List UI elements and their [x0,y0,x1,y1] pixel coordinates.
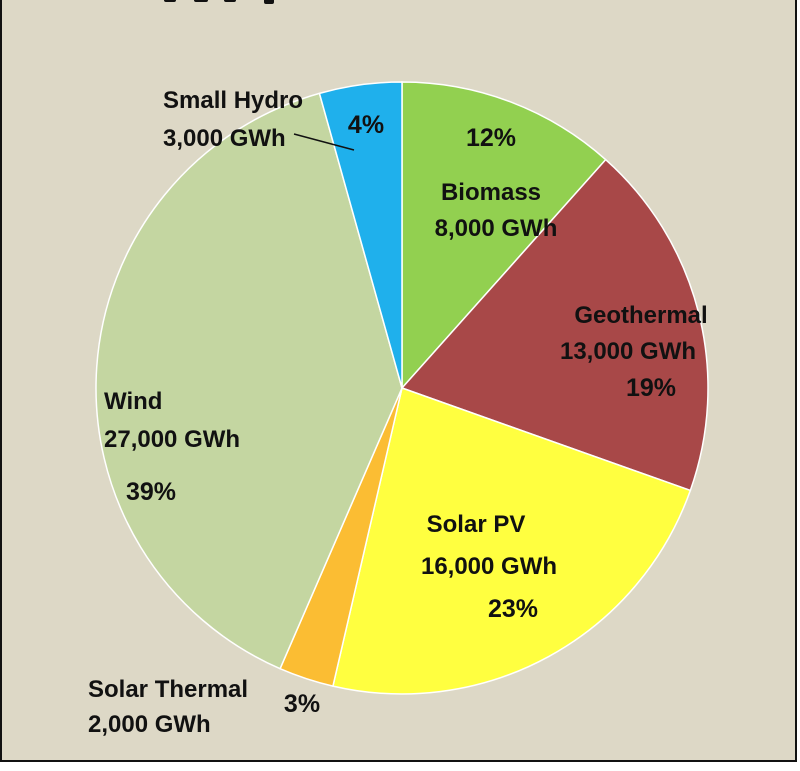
pie-slice-small-hydro [318,81,403,389]
pie-slice-wind [95,92,403,670]
small-hydro-leader-line [293,133,355,151]
slice-label-geothermal-name: Geothermal [574,302,707,329]
slice-label-geothermal-percent: 19% [626,374,676,402]
slice-label-solar-thermal-name: Solar Thermal [88,676,248,703]
slice-label-small-hydro-percent: 4% [348,111,384,139]
slice-label-biomass-percent: 12% [466,124,516,152]
slice-label-solar-pv-value: 16,000 GWh [421,553,557,580]
slice-label-small-hydro-value: 3,000 GWh [163,125,286,152]
slice-label-geothermal-value: 13,000 GWh [560,338,696,365]
slice-label-wind-value: 27,000 GWh [104,426,240,453]
pie-slice-geothermal [400,158,709,492]
slice-label-solar-pv-percent: 23% [488,595,538,623]
slice-label-solar-pv-name: Solar PV [427,511,526,538]
pie-slice-biomass [401,81,607,390]
pie-slices [95,81,709,695]
slice-label-biomass-value: 8,000 GWh [435,215,558,242]
slice-labels: 12% Biomass 8,000 GWh Geothermal 13,000 … [88,87,708,738]
slice-label-small-hydro-name: Small Hydro [163,87,303,114]
slice-label-solar-thermal-percent: 3% [284,690,320,718]
slice-label-wind-name: Wind [104,388,162,415]
slice-label-biomass-name: Biomass [441,179,541,206]
pie-slice-solar-pv [332,387,692,695]
cropped-title-fragment [2,0,795,6]
slice-label-solar-thermal-value: 2,000 GWh [88,711,211,738]
slice-label-wind-percent: 39% [126,478,176,506]
